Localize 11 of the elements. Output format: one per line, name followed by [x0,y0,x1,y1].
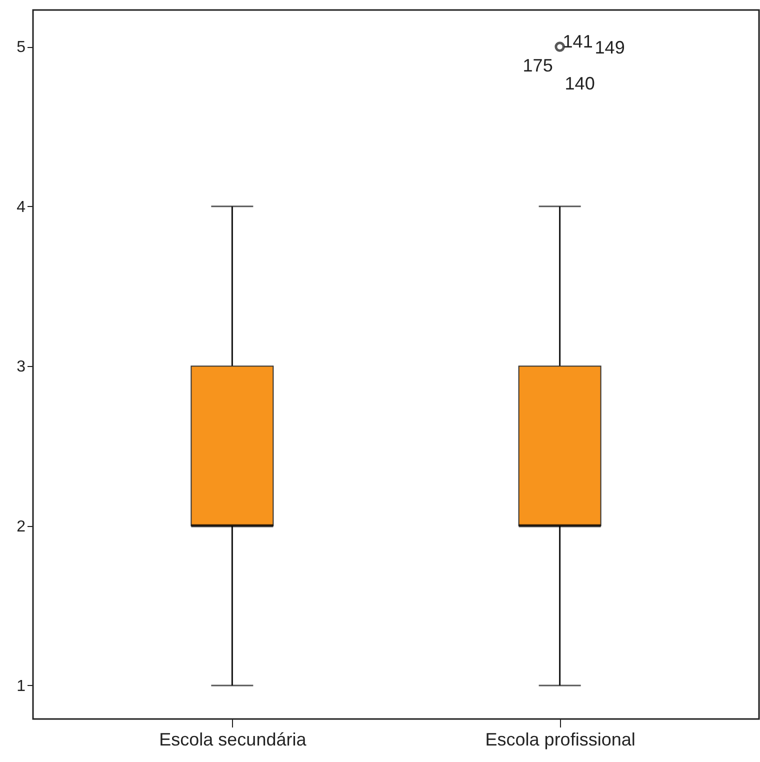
y-tick-label: 3 [16,358,26,376]
x-tick-label: Escola secundária [159,730,308,750]
y-tick-label: 5 [16,39,26,56]
annotation: 141 [562,32,593,52]
x-tick-label: Escola profissional [485,730,636,750]
y-tick-label: 4 [16,198,26,216]
y-tick-label: 1 [16,678,26,695]
annotation: 149 [594,38,625,58]
annotation: 175 [522,56,553,76]
annotation: 140 [564,74,595,94]
y-tick-label: 2 [16,518,26,536]
